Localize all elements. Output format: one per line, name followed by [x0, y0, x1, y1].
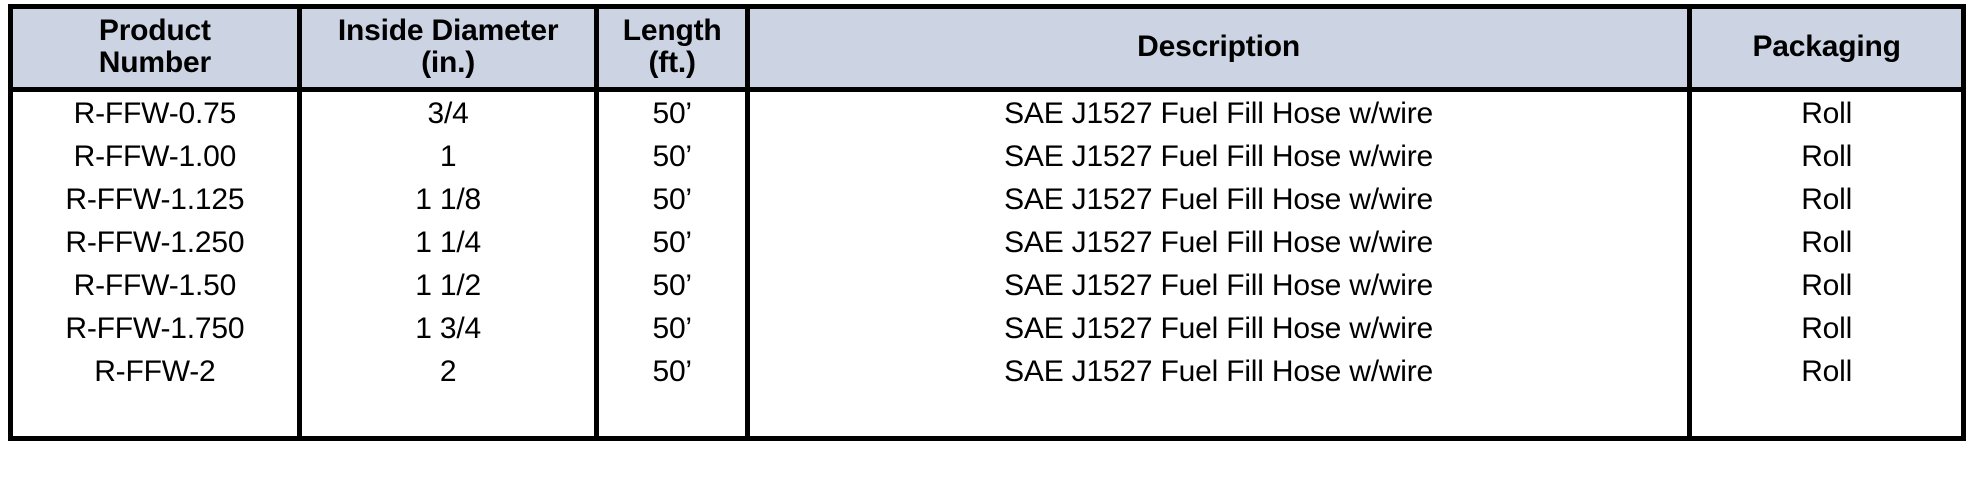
spacer-cell	[10, 393, 302, 439]
cell-product-number: R-FFW-1.50	[10, 264, 302, 308]
cell-inside-diameter: 1 3/4	[299, 307, 600, 351]
table-header: Product Number Inside Diameter (in.) Len…	[10, 6, 1964, 93]
column-header-length-line2: (ft.)	[648, 46, 696, 80]
spacer-cell	[299, 393, 600, 439]
cell-product-number: R-FFW-2	[10, 350, 302, 394]
column-header-inside-diameter: Inside Diameter (in.)	[299, 6, 600, 93]
table-row: R-FFW-1.750 1 3/4 50’ SAE J1527 Fuel Fil…	[10, 307, 1964, 351]
cell-inside-diameter: 2	[299, 350, 600, 394]
header-row: Product Number Inside Diameter (in.) Len…	[10, 6, 1964, 93]
cell-product-number: R-FFW-1.125	[10, 178, 302, 222]
table-row: R-FFW-1.00 1 50’ SAE J1527 Fuel Fill Hos…	[10, 135, 1964, 179]
column-header-product-number-line1: Product	[98, 14, 211, 47]
cell-description: SAE J1527 Fuel Fill Hose w/wire	[747, 350, 1693, 394]
cell-description: SAE J1527 Fuel Fill Hose w/wire	[747, 221, 1693, 265]
table-bottom-spacer	[10, 393, 1964, 439]
column-header-length-line1: Length	[622, 14, 722, 47]
table-row: R-FFW-0.75 3/4 50’ SAE J1527 Fuel Fill H…	[10, 89, 1964, 136]
spacer-cell	[1690, 393, 1964, 439]
table-body: R-FFW-0.75 3/4 50’ SAE J1527 Fuel Fill H…	[10, 89, 1964, 439]
table-row: R-FFW-2 2 50’ SAE J1527 Fuel Fill Hose w…	[10, 350, 1964, 394]
cell-description: SAE J1527 Fuel Fill Hose w/wire	[747, 264, 1693, 308]
cell-packaging: Roll	[1801, 96, 1853, 130]
product-specification-table: Product Number Inside Diameter (in.) Len…	[8, 4, 1966, 442]
table-row: R-FFW-1.125 1 1/8 50’ SAE J1527 Fuel Fil…	[10, 178, 1964, 222]
column-header-product-number-line2: Number	[98, 46, 211, 80]
column-header-length: Length (ft.)	[596, 6, 750, 93]
cell-inside-diameter: 1 1/2	[299, 264, 600, 308]
cell-length: 50’	[596, 307, 750, 351]
cell-length: 50’	[596, 350, 750, 394]
cell-packaging: Roll	[1801, 354, 1853, 388]
column-header-packaging-line1: Packaging	[1752, 30, 1901, 64]
spacer-cell	[596, 393, 750, 439]
spec-table-container: Product Number Inside Diameter (in.) Len…	[0, 4, 1974, 496]
cell-product-number: R-FFW-1.250	[10, 221, 302, 265]
cell-length: 50’	[596, 89, 750, 136]
table-row: R-FFW-1.250 1 1/4 50’ SAE J1527 Fuel Fil…	[10, 221, 1964, 265]
cell-description: SAE J1527 Fuel Fill Hose w/wire	[747, 135, 1693, 179]
cell-length: 50’	[596, 178, 750, 222]
cell-description: SAE J1527 Fuel Fill Hose w/wire	[747, 89, 1693, 136]
table-row: R-FFW-1.50 1 1/2 50’ SAE J1527 Fuel Fill…	[10, 264, 1964, 308]
cell-inside-diameter: 1 1/8	[299, 178, 600, 222]
column-header-packaging: Packaging	[1689, 6, 1964, 93]
cell-product-number: R-FFW-0.75	[10, 89, 302, 136]
cell-inside-diameter: 3/4	[299, 89, 600, 136]
cell-description: SAE J1527 Fuel Fill Hose w/wire	[747, 307, 1693, 351]
cell-length: 50’	[596, 135, 750, 179]
cell-inside-diameter: 1 1/4	[299, 221, 600, 265]
cell-packaging: Roll	[1801, 182, 1853, 216]
cell-product-number: R-FFW-1.750	[10, 307, 302, 351]
cell-product-number: R-FFW-1.00	[10, 135, 302, 179]
cell-packaging: Roll	[1801, 225, 1853, 259]
column-header-product-number: Product Number	[10, 6, 302, 93]
cell-packaging: Roll	[1801, 311, 1853, 345]
cell-length: 50’	[596, 221, 750, 265]
column-header-inside-diameter-line2: (in.)	[421, 46, 476, 80]
cell-inside-diameter: 1	[299, 135, 600, 179]
cell-packaging: Roll	[1801, 268, 1853, 302]
cell-length: 50’	[596, 264, 750, 308]
spacer-cell	[747, 393, 1693, 439]
column-header-description: Description	[747, 6, 1693, 93]
column-header-inside-diameter-line1: Inside Diameter	[337, 14, 559, 47]
cell-packaging: Roll	[1801, 139, 1853, 173]
column-header-description-line1: Description	[1137, 30, 1300, 64]
cell-description: SAE J1527 Fuel Fill Hose w/wire	[747, 178, 1693, 222]
